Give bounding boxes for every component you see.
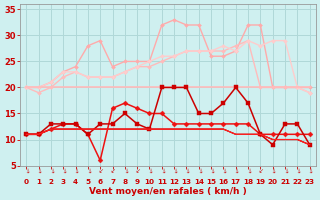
Text: ↗: ↗ (195, 166, 202, 173)
Text: ↗: ↗ (134, 166, 140, 171)
Text: ↗: ↗ (306, 166, 313, 173)
Text: ↗: ↗ (98, 166, 103, 171)
Text: ↗: ↗ (84, 166, 92, 173)
Text: ↗: ↗ (171, 166, 178, 173)
Text: ↗: ↗ (244, 166, 252, 173)
Text: ↗: ↗ (47, 166, 54, 173)
Text: ↗: ↗ (121, 166, 128, 173)
Text: ↗: ↗ (258, 166, 263, 171)
Text: ↗: ↗ (220, 166, 227, 173)
Text: ↗: ↗ (269, 166, 276, 173)
Text: ↗: ↗ (232, 166, 239, 173)
Text: ↗: ↗ (23, 166, 30, 173)
Text: ↗: ↗ (207, 166, 215, 173)
Text: ↗: ↗ (60, 166, 67, 173)
Text: ↗: ↗ (183, 166, 190, 173)
Text: ↗: ↗ (281, 166, 289, 173)
Text: ↗: ↗ (294, 166, 301, 173)
Text: ↗: ↗ (72, 166, 79, 173)
Text: ↗: ↗ (110, 166, 115, 171)
X-axis label: Vent moyen/en rafales ( km/h ): Vent moyen/en rafales ( km/h ) (89, 187, 247, 196)
Text: ↗: ↗ (35, 166, 42, 173)
Text: ↗: ↗ (158, 166, 165, 173)
Text: ↗: ↗ (146, 166, 153, 173)
